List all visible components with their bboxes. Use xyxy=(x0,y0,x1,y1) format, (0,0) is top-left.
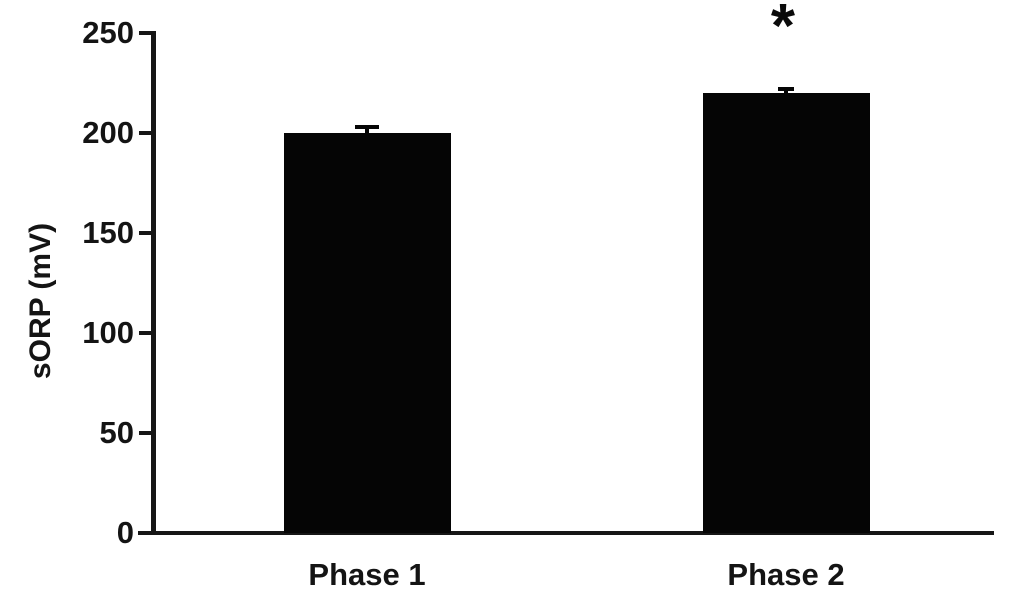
y-tick-label-100: 100 xyxy=(82,315,134,350)
bar-phase-2 xyxy=(702,93,870,533)
y-tick-100 xyxy=(139,331,152,335)
x-tick-label-phase-1: Phase 1 xyxy=(308,557,426,592)
x-tick-label-phase-2: Phase 2 xyxy=(727,557,845,592)
error-bar-stem-phase-2 xyxy=(784,89,788,93)
error-bar-cap-phase-2 xyxy=(778,87,794,91)
y-tick-0 xyxy=(139,531,152,535)
y-tick-150 xyxy=(139,231,152,235)
y-tick-50 xyxy=(139,431,152,435)
y-tick-label-0: 0 xyxy=(116,515,134,550)
y-tick-label-50: 50 xyxy=(99,415,134,450)
y-tick-label-150: 150 xyxy=(82,215,134,250)
y-tick-label-200: 200 xyxy=(82,115,134,150)
bar-phase-1 xyxy=(283,133,451,533)
y-tick-250 xyxy=(139,31,152,35)
error-bar-stem-phase-1 xyxy=(365,127,369,133)
significance-asterisk: * xyxy=(770,0,796,61)
error-bar-cap-phase-1 xyxy=(355,125,379,129)
y-tick-label-250: 250 xyxy=(82,15,134,50)
x-axis xyxy=(138,531,994,535)
y-tick-200 xyxy=(139,131,152,135)
y-axis xyxy=(151,31,156,535)
